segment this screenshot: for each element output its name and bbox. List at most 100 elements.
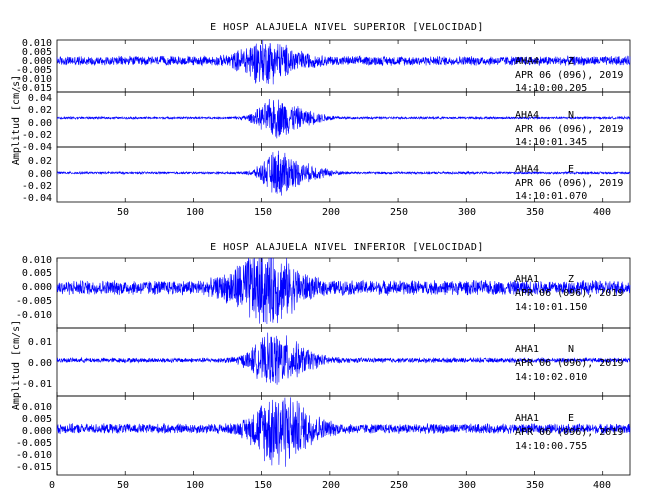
ytick-label: -0.015 xyxy=(16,462,52,473)
time-label: 14:10:00.205 xyxy=(515,83,587,94)
ytick-label: 0.00 xyxy=(28,169,52,180)
ytick-label: -0.005 xyxy=(16,438,52,449)
xtick-label: 100 xyxy=(186,480,204,491)
xtick-label: 300 xyxy=(458,207,476,218)
ytick-label: -0.010 xyxy=(16,310,52,321)
xtick-label: 300 xyxy=(458,480,476,491)
ytick-label: 0.00 xyxy=(28,358,52,369)
upper-panel-z-trace xyxy=(56,39,631,85)
component-label: E xyxy=(568,164,574,175)
ytick-label: 0.000 xyxy=(22,426,52,437)
xtick-label: 250 xyxy=(390,207,408,218)
date-label: APR 06 (096), 2019 xyxy=(515,124,623,135)
xtick-label: 200 xyxy=(322,207,340,218)
component-label: E xyxy=(568,413,574,424)
lower-panel-z-yticks: 0.010 0.005 0.000 -0.005 -0.010 xyxy=(16,255,52,321)
lower-xaxis: 0 50 100 150 200 250 300 350 400 xyxy=(49,480,611,491)
ytick-label: -0.01 xyxy=(22,379,52,390)
ytick-label: 0.010 xyxy=(22,402,52,413)
component-label: N xyxy=(568,110,574,121)
time-label: 14:10:00.755 xyxy=(515,441,587,452)
lower-panel-e: 0.010 0.005 0.000 -0.005 -0.010 -0.015 A… xyxy=(16,395,631,476)
xtick-label: 350 xyxy=(526,480,544,491)
xtick-label: 150 xyxy=(254,480,272,491)
ytick-label: 0.04 xyxy=(28,93,52,104)
lower-panel-z-annotation: AHA1 Z APR 06 (096), 2019 14:10:01.150 xyxy=(515,274,623,313)
station-label: AHA4 xyxy=(515,110,539,121)
ytick-label: -0.02 xyxy=(22,130,52,141)
time-label: 14:10:02.010 xyxy=(515,372,587,383)
upper-panel-e: 0.02 0.00 -0.02 -0.04 AHA4 E APR 06 (096… xyxy=(22,146,631,204)
ytick-label: -0.04 xyxy=(22,142,52,153)
ytick-label: 0.01 xyxy=(28,337,52,348)
ytick-label: 0.010 xyxy=(22,38,52,49)
ytick-label: 0.02 xyxy=(28,156,52,167)
station-label: AHA1 xyxy=(515,274,539,285)
ytick-label: 0.000 xyxy=(22,56,52,67)
date-label: APR 06 (096), 2019 xyxy=(515,178,623,189)
lower-panel-e-frame xyxy=(56,395,631,476)
lower-panel-e-annotation: AHA1 E APR 06 (096), 2019 14:10:00.755 xyxy=(515,413,623,452)
xtick-label: 50 xyxy=(117,207,129,218)
ytick-label: 0.010 xyxy=(22,255,52,266)
upper-panel-z: 0.010 0.005 0.000 -0.005 -0.010 -0.015 A… xyxy=(16,38,631,94)
component-label: Z xyxy=(568,56,574,67)
lower-group: E HOSP ALAJUELA NIVEL INFERIOR [VELOCIDA… xyxy=(11,242,631,491)
ytick-label: 0.005 xyxy=(22,47,52,58)
lower-panel-z: 0.010 0.005 0.000 -0.005 -0.010 AHA1 Z A… xyxy=(16,255,631,329)
upper-xaxis: 50 100 150 200 250 300 350 400 xyxy=(117,207,611,218)
lower-panel-n-yticks: 0.01 0.00 -0.01 xyxy=(22,337,52,390)
lower-panel-e-yticks: 0.010 0.005 0.000 -0.005 -0.010 -0.015 xyxy=(16,402,52,473)
date-label: APR 06 (096), 2019 xyxy=(515,358,623,369)
ytick-label: -0.010 xyxy=(16,74,52,85)
xtick-label: 400 xyxy=(593,480,611,491)
lower-panel-n-trace xyxy=(56,332,631,385)
upper-panel-z-yticks: 0.010 0.005 0.000 -0.005 -0.010 -0.015 xyxy=(16,38,52,94)
upper-panel-e-annotation: AHA4 E APR 06 (096), 2019 14:10:01.070 xyxy=(515,164,623,202)
ytick-label: 0.005 xyxy=(22,268,52,279)
component-label: N xyxy=(568,344,574,355)
lower-panel-z-trace xyxy=(56,257,631,325)
station-label: AHA4 xyxy=(515,56,539,67)
ytick-label: 0.000 xyxy=(22,282,52,293)
ytick-label: 0.02 xyxy=(28,105,52,116)
time-label: 14:10:01.345 xyxy=(515,137,587,148)
upper-panel-e-yticks: 0.02 0.00 -0.02 -0.04 xyxy=(22,156,52,204)
time-label: 14:10:01.070 xyxy=(515,191,587,202)
date-label: APR 06 (096), 2019 xyxy=(515,288,623,299)
ytick-label: -0.015 xyxy=(16,83,52,94)
xtick-label: 0 xyxy=(49,480,55,491)
ytick-label: -0.005 xyxy=(16,296,52,307)
upper-panel-n-trace xyxy=(56,99,631,139)
upper-group-ylabel: Amplitud [cm/s] xyxy=(11,75,22,165)
station-label: AHA1 xyxy=(515,344,539,355)
ytick-label: -0.02 xyxy=(22,181,52,192)
lower-panel-n-annotation: AHA1 N APR 06 (096), 2019 14:10:02.010 xyxy=(515,344,623,383)
upper-panel-e-frame xyxy=(56,146,631,203)
upper-panel-n-annotation: AHA4 N APR 06 (096), 2019 14:10:01.345 xyxy=(515,110,623,148)
lower-group-ylabel: Amplitud [cm/s] xyxy=(11,320,22,410)
xtick-label: 350 xyxy=(526,207,544,218)
station-label: AHA1 xyxy=(515,413,539,424)
upper-panel-n-yticks: 0.04 0.02 0.00 -0.02 -0.04 xyxy=(22,93,52,153)
time-label: 14:10:01.150 xyxy=(515,302,587,313)
upper-panel-z-annotation: AHA4 Z APR 06 (096), 2019 14:10:00.205 xyxy=(515,56,623,94)
lower-panel-n: 0.01 0.00 -0.01 AHA1 N APR 06 (096), 201… xyxy=(22,327,631,397)
lower-group-title: E HOSP ALAJUELA NIVEL INFERIOR [VELOCIDA… xyxy=(210,242,484,253)
date-label: APR 06 (096), 2019 xyxy=(515,427,623,438)
xtick-label: 400 xyxy=(593,207,611,218)
upper-group: E HOSP ALAJUELA NIVEL SUPERIOR [VELOCIDA… xyxy=(11,22,631,218)
ytick-label: -0.005 xyxy=(16,65,52,76)
ytick-label: -0.010 xyxy=(16,450,52,461)
xtick-label: 250 xyxy=(390,480,408,491)
xtick-label: 100 xyxy=(186,207,204,218)
lower-panel-e-trace xyxy=(56,397,631,467)
ytick-label: -0.04 xyxy=(22,193,52,204)
ytick-label: 0.00 xyxy=(28,118,52,129)
upper-panel-n: 0.04 0.02 0.00 -0.02 -0.04 AHA4 N APR 06… xyxy=(22,91,631,153)
station-label: AHA4 xyxy=(515,164,539,175)
ytick-label: 0.005 xyxy=(22,414,52,425)
date-label: APR 06 (096), 2019 xyxy=(515,70,623,81)
upper-group-title: E HOSP ALAJUELA NIVEL SUPERIOR [VELOCIDA… xyxy=(210,22,484,33)
